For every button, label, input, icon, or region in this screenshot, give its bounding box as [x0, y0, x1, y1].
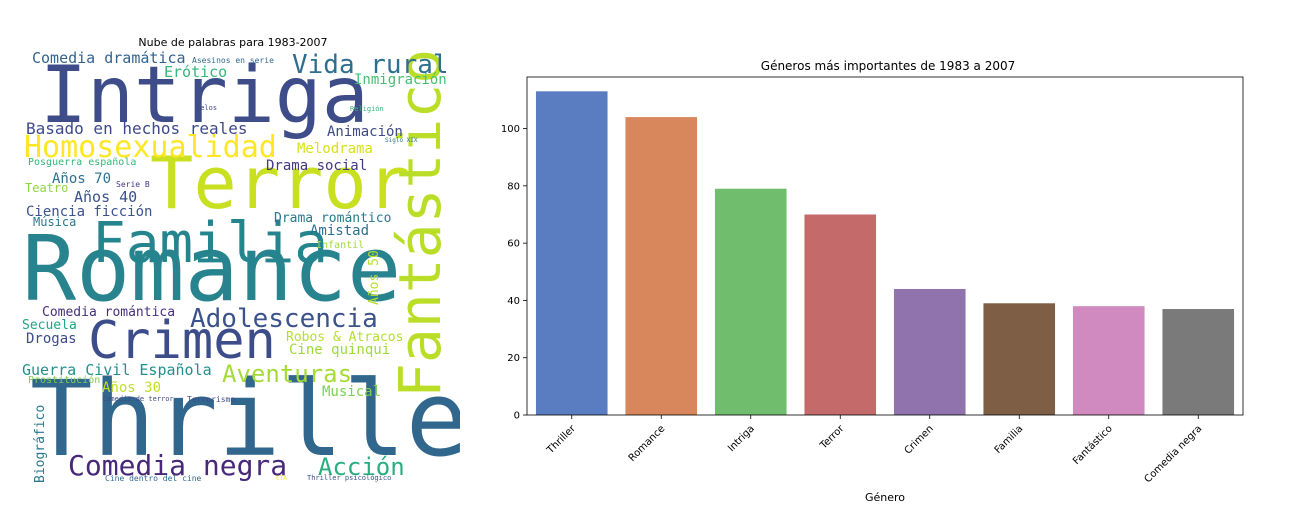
bar-intriga	[714, 188, 787, 415]
bar-romance	[625, 117, 698, 415]
word-comedia-dramatica: Comedia dramática	[32, 49, 186, 67]
word-serie-b: Serie B	[116, 180, 150, 189]
y-tick-label: 80	[507, 181, 520, 192]
word-crimen: Crimen	[88, 311, 276, 371]
word-aventuras: Aventuras	[222, 360, 352, 388]
word-cloud: Nube de palabras para 1983-2007 Thrille r…	[22, 36, 460, 483]
word-erotico: Erótico	[164, 63, 227, 81]
word-comedia-de-terror: Comedia de terror	[102, 395, 174, 403]
bar-chart: Géneros más importantes de 1983 a 2007 0…	[501, 59, 1244, 504]
bar-crimen	[893, 288, 966, 415]
word-comedia-romantica: Comedia romántica	[42, 305, 175, 320]
word-robos-atracos: Robos & Atracos	[286, 330, 403, 345]
word-comedia-negra: Comedia negra	[68, 449, 287, 482]
bar-series	[535, 91, 1235, 415]
word-terror: Terror	[150, 141, 410, 225]
y-tick-label: 0	[514, 411, 520, 422]
y-tick-label: 40	[507, 296, 520, 307]
word-drama-social: Drama social	[266, 158, 367, 174]
word-guerra-civil-espanola: Guerra Civil Española	[22, 361, 212, 379]
word-thriller: Thriller	[30, 358, 460, 480]
word-vida-rural: Vida rural	[292, 50, 449, 80]
y-axis: 0 20 40 60 80 100	[501, 124, 527, 422]
word-biografico: Biográfico	[33, 405, 48, 483]
bar-thriller	[535, 91, 608, 415]
word-prostitucion: Prostitución	[28, 374, 100, 386]
word-posguerra-espanola: Posguerra española	[28, 157, 136, 168]
bar-chart-title: Géneros más importantes de 1983 a 2007	[761, 59, 1015, 73]
word-celos: Celos	[196, 104, 217, 112]
word-fantastico: Fantástico	[386, 49, 454, 398]
x-tick-label-crimen: Crimen	[903, 423, 936, 456]
word-melodrama: Melodrama	[297, 141, 373, 157]
word-romance: Romance	[22, 217, 401, 322]
word-anos-40: Años 40	[74, 188, 137, 206]
bar-terror	[804, 214, 877, 415]
word-secuela: Secuela	[22, 318, 77, 333]
x-tick-label-intriga: Intriga	[726, 423, 757, 454]
word-accion: Acción	[318, 453, 405, 481]
x-tick-label-romance: Romance	[627, 423, 668, 464]
word-animacion: Animación	[327, 124, 403, 140]
word-anos-30: Años 30	[102, 380, 161, 396]
word-basado-en-hechos-reales: Basado en hechos reales	[26, 119, 248, 138]
word-familia: Familia	[92, 211, 328, 276]
word-religion: Religión	[350, 105, 384, 113]
word-thriller-psicologico: Thriller psicológico	[307, 474, 391, 482]
x-axis: Thriller Romance Intriga Terror Crimen Famili…	[545, 415, 1204, 485]
x-tick-label-thriller: Thriller	[545, 423, 579, 457]
y-tick-label: 60	[507, 239, 520, 250]
word-teatro: Teatro	[25, 181, 68, 195]
word-drama-romantico: Drama romántico	[274, 211, 391, 226]
word-anos-50: Años 50	[367, 250, 382, 305]
word-siglo-xix: Siglo XIX	[385, 137, 418, 144]
x-tick-label-fantastico: Fantástico	[1070, 423, 1114, 467]
y-tick-label: 20	[507, 353, 520, 364]
word-adolescencia: Adolescencia	[190, 304, 378, 334]
word-cine-dentro-del-cine: Cine dentro del cine	[105, 474, 202, 483]
x-axis-label: Género	[865, 491, 905, 504]
bar-fantastico	[1072, 306, 1145, 415]
word-terrorismo: Terrorismo	[187, 395, 235, 404]
x-tick-label-comedia-negra: Comedia negra	[1142, 423, 1204, 485]
word-inmigracion: Inmigración	[354, 72, 447, 88]
word-intriga: Intriga	[40, 51, 369, 141]
word-amistad: Amistad	[310, 223, 369, 239]
word-asesinos-en-serie: Asesinos en serie	[192, 56, 274, 65]
word-musica: Música	[33, 215, 76, 229]
word-ciencia-ficcion: Ciencia ficción	[26, 204, 152, 220]
word-homosexualidad: Homosexualidad	[24, 130, 277, 165]
word-drogas: Drogas	[26, 331, 77, 347]
word-infantil: Infantil	[316, 240, 364, 251]
word-cine-quinqui: Cine quinqui	[289, 342, 390, 358]
word-eta: ETA	[276, 475, 287, 482]
word-musical: Musical	[322, 384, 381, 400]
plot-frame	[526, 76, 1244, 416]
word-anos-70: Años 70	[52, 171, 111, 187]
bar-comedia-negra	[1162, 309, 1235, 415]
wordcloud-title: Nube de palabras para 1983-2007	[138, 36, 327, 49]
x-tick-label-terror: Terror	[818, 423, 847, 452]
bar-familia	[983, 303, 1056, 415]
x-tick-label-familia: Familia	[993, 423, 1026, 456]
y-tick-label: 100	[501, 124, 520, 135]
